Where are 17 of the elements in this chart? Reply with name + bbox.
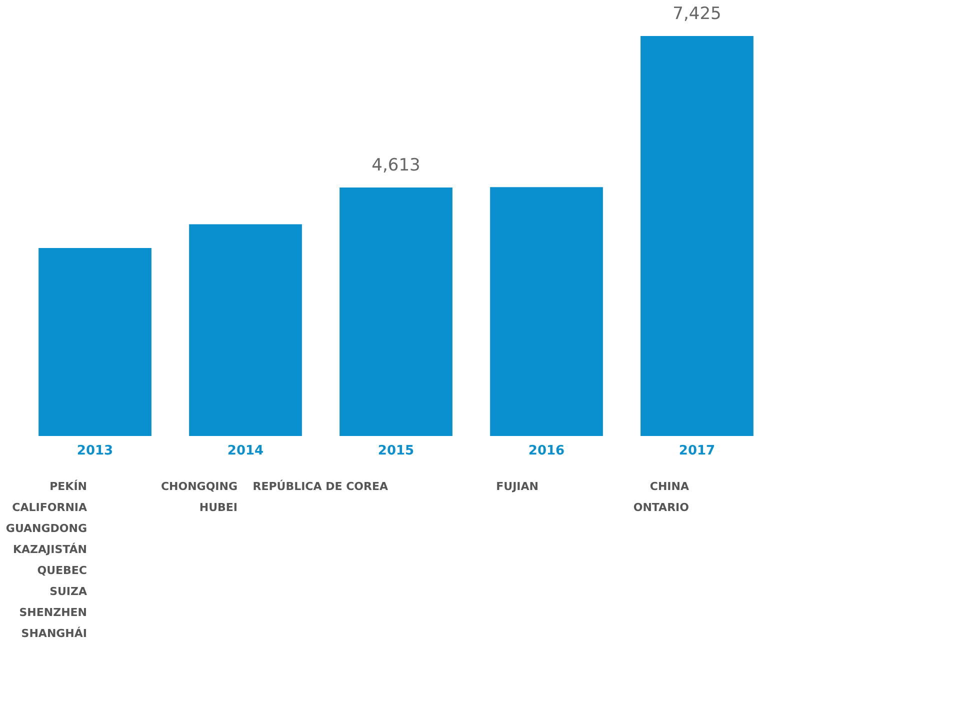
x-tick-label: 2016 (528, 444, 565, 458)
x-tick-label: 2015 (378, 444, 414, 458)
bar (490, 187, 603, 436)
text: CHINA ONTARIO (633, 480, 690, 514)
text: FUJIAN (496, 480, 538, 493)
data-label: 4,613 (372, 155, 420, 176)
x-tick-label: 2014 (227, 444, 264, 458)
data-label: 7,425 (672, 4, 722, 24)
text: PEKÍN CALIFORNIA GUANGDONG KAZAJISTÁN QUEBEC SUIZA SHENZHEN SHANGHÁI (6, 479, 88, 640)
text: REPÚBLICA DE COREA (252, 479, 388, 493)
x-tick-label: 2017 (678, 444, 716, 458)
bar (640, 36, 754, 436)
bar (340, 187, 452, 436)
bar (38, 248, 152, 436)
bar (189, 224, 302, 436)
text: CHONGQING HUBEI (160, 480, 238, 514)
x-tick-label: 2013 (76, 444, 114, 458)
